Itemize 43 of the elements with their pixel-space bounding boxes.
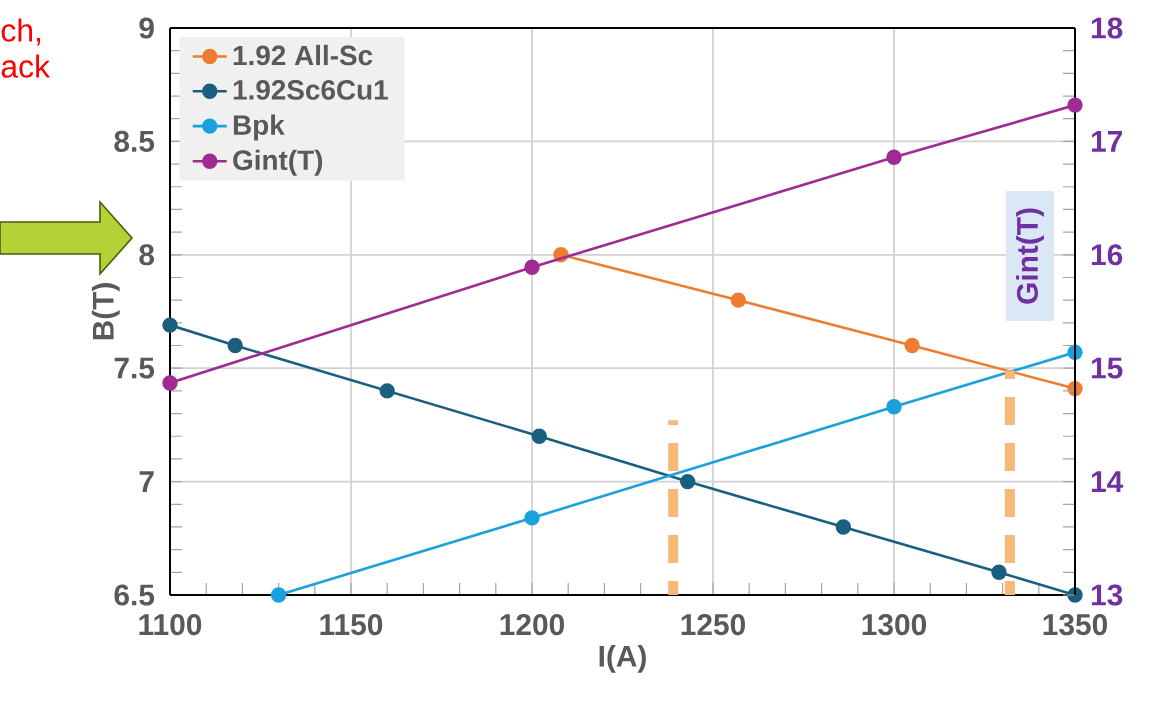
- legend-label: Gint(T): [233, 149, 323, 176]
- y-tick-label: 6.5: [114, 584, 155, 606]
- x-tick-label: 1250: [681, 614, 745, 636]
- point: [1067, 97, 1083, 113]
- y2-tick-label: 14: [1091, 471, 1124, 492]
- point: [531, 428, 547, 444]
- point: [379, 383, 395, 399]
- y-axis-title: B(T): [91, 283, 120, 340]
- point: [835, 519, 852, 535]
- x-tick-label: 1200: [500, 614, 564, 636]
- x-tick-label: 1300: [862, 614, 926, 636]
- point: [904, 337, 920, 354]
- text: ack: [1, 54, 51, 78]
- point: [524, 259, 540, 275]
- x-tick-label: 1100: [139, 614, 202, 636]
- legend-label: 1.92Sc6Cu1: [233, 80, 388, 100]
- legend-label: Bpk: [233, 114, 285, 141]
- y-tick-label: 8: [139, 244, 155, 266]
- point: [886, 399, 902, 415]
- y2-tick-label: 18: [1091, 17, 1123, 39]
- legend-label: 1.92 All-Sc: [233, 44, 373, 66]
- point: [886, 149, 902, 165]
- point: [162, 375, 178, 391]
- point: [524, 510, 540, 526]
- text: ch,: [1, 18, 41, 46]
- y-tick-label: 7.5: [114, 357, 155, 379]
- x-axis-title: I(A): [599, 644, 646, 673]
- point: [991, 564, 1007, 581]
- point: [730, 292, 747, 308]
- y-tick-label: 8.5: [114, 130, 155, 152]
- y-tick-label: 7: [139, 471, 154, 492]
- y2-tick-label: 15: [1091, 357, 1123, 379]
- y-tick-label: 9: [139, 17, 154, 39]
- point: [270, 587, 287, 603]
- point: [227, 337, 243, 354]
- x-tick-label: 1350: [1043, 614, 1107, 636]
- y2-axis-title: Gint(T): [1016, 208, 1044, 304]
- x-tick-label: 1150: [320, 614, 383, 636]
- point: [679, 473, 696, 490]
- y2-tick-label: 17: [1091, 131, 1122, 152]
- y2-tick-label: 16: [1091, 244, 1123, 266]
- y2-tick-label: 13: [1091, 584, 1123, 606]
- point: [162, 317, 178, 333]
